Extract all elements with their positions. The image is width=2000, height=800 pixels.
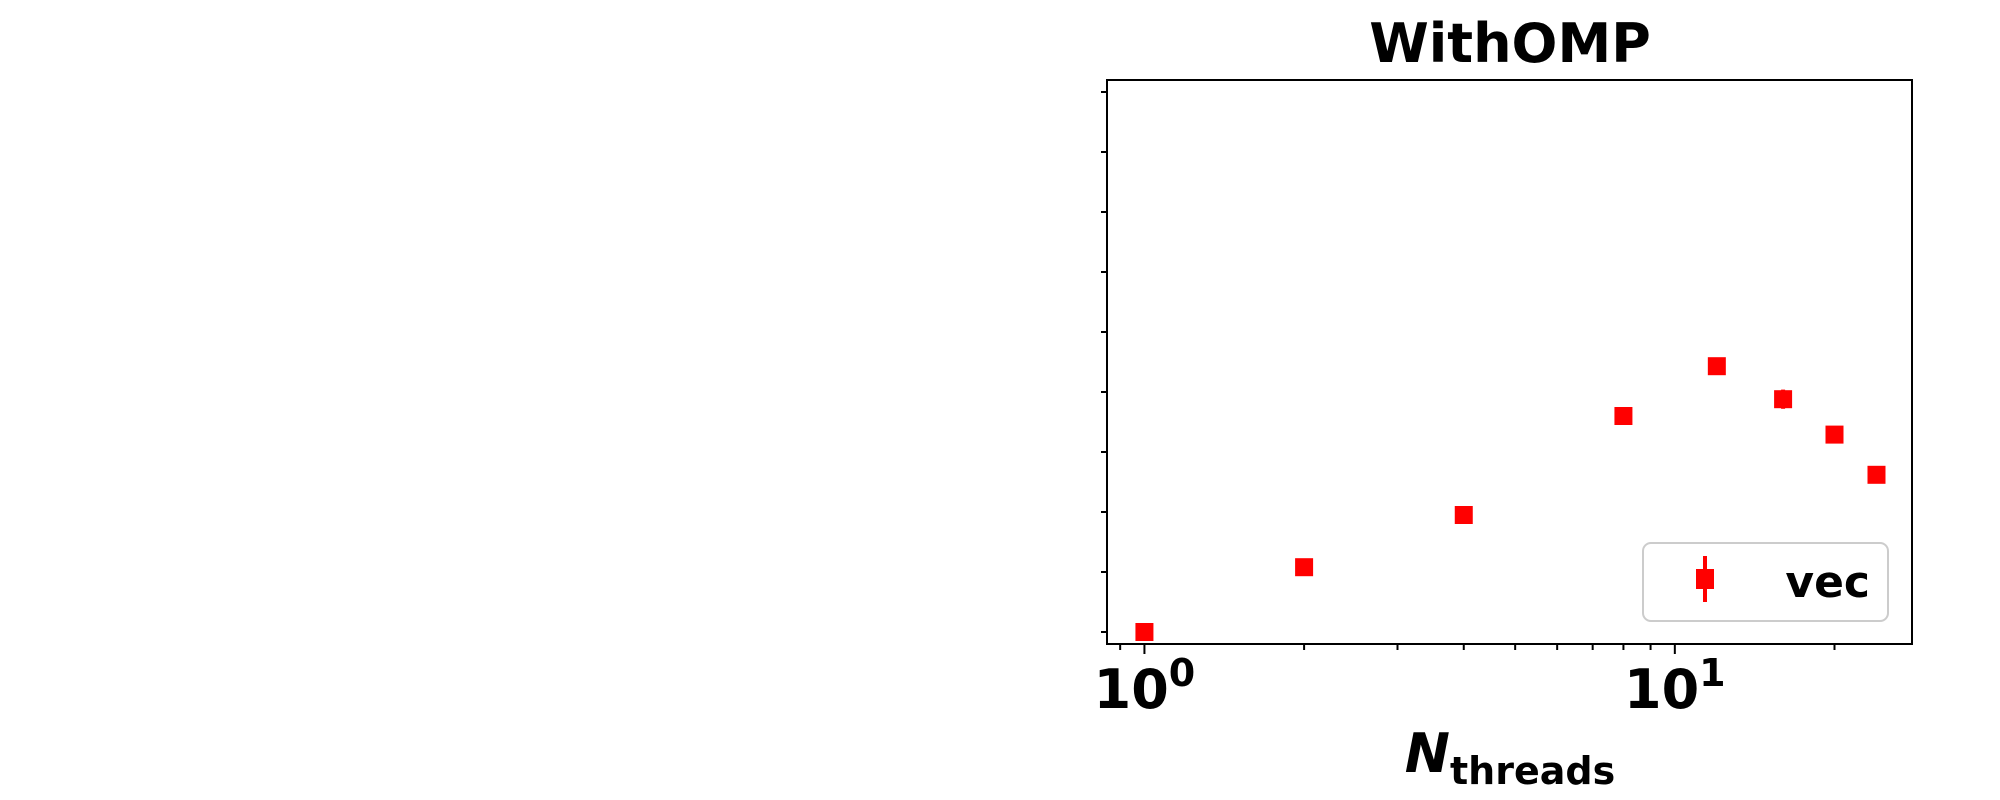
data-points bbox=[1135, 357, 1886, 641]
chart-title: WithOMP bbox=[1369, 12, 1651, 75]
point-vec-7 bbox=[1867, 465, 1886, 484]
point-vec-4 bbox=[1707, 357, 1726, 376]
x-tick-label-exp: 0 bbox=[1169, 651, 1195, 695]
x-axis-label: Nthreads bbox=[1405, 722, 1615, 793]
point-vec-6 bbox=[1825, 425, 1844, 444]
x-axis-label-main: N bbox=[1405, 722, 1450, 785]
x-tick-label-1: 101 bbox=[1624, 651, 1726, 721]
legend: vec bbox=[1642, 542, 1889, 622]
x-tick-label-base: 10 bbox=[1094, 658, 1169, 721]
x-axis-tick-labels: 100 101 bbox=[1094, 651, 1726, 721]
x-axis-label-sub: threads bbox=[1450, 749, 1615, 793]
point-vec-3 bbox=[1614, 407, 1633, 425]
point-vec-0 bbox=[1135, 623, 1154, 641]
x-tick-label-0: 100 bbox=[1094, 651, 1196, 721]
x-axis-ticks bbox=[1119, 644, 1836, 654]
plot-frame bbox=[1106, 79, 1913, 645]
y-axis-ticks bbox=[1101, 91, 1107, 633]
point-vec-2 bbox=[1454, 506, 1473, 524]
legend-label-vec: vec bbox=[1785, 557, 1870, 608]
point-vec-5 bbox=[1774, 390, 1793, 409]
legend-marker bbox=[1696, 569, 1714, 589]
x-tick-label-base: 10 bbox=[1624, 658, 1699, 721]
point-vec-1 bbox=[1295, 558, 1314, 577]
x-tick-label-exp: 1 bbox=[1699, 651, 1725, 695]
